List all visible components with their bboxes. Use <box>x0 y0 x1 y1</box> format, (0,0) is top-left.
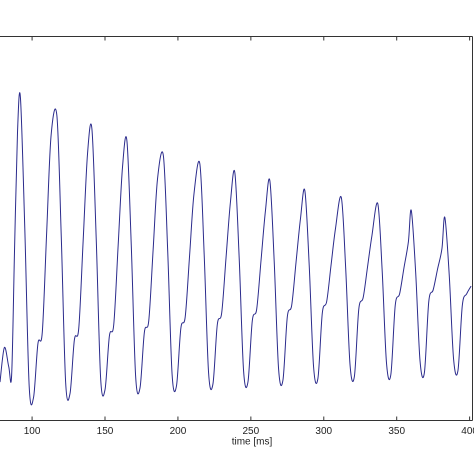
x-tick-label: 100 <box>24 426 41 437</box>
x-tick-label: 400 <box>461 426 474 437</box>
x-axis-label: time [ms] <box>232 437 273 448</box>
x-tick-label: 150 <box>97 426 114 437</box>
x-tick-label: 250 <box>243 426 260 437</box>
x-tick-label: 350 <box>388 426 405 437</box>
x-tick-label: 200 <box>170 426 187 437</box>
signal-line <box>0 92 472 406</box>
x-tick-label: 300 <box>315 426 332 437</box>
